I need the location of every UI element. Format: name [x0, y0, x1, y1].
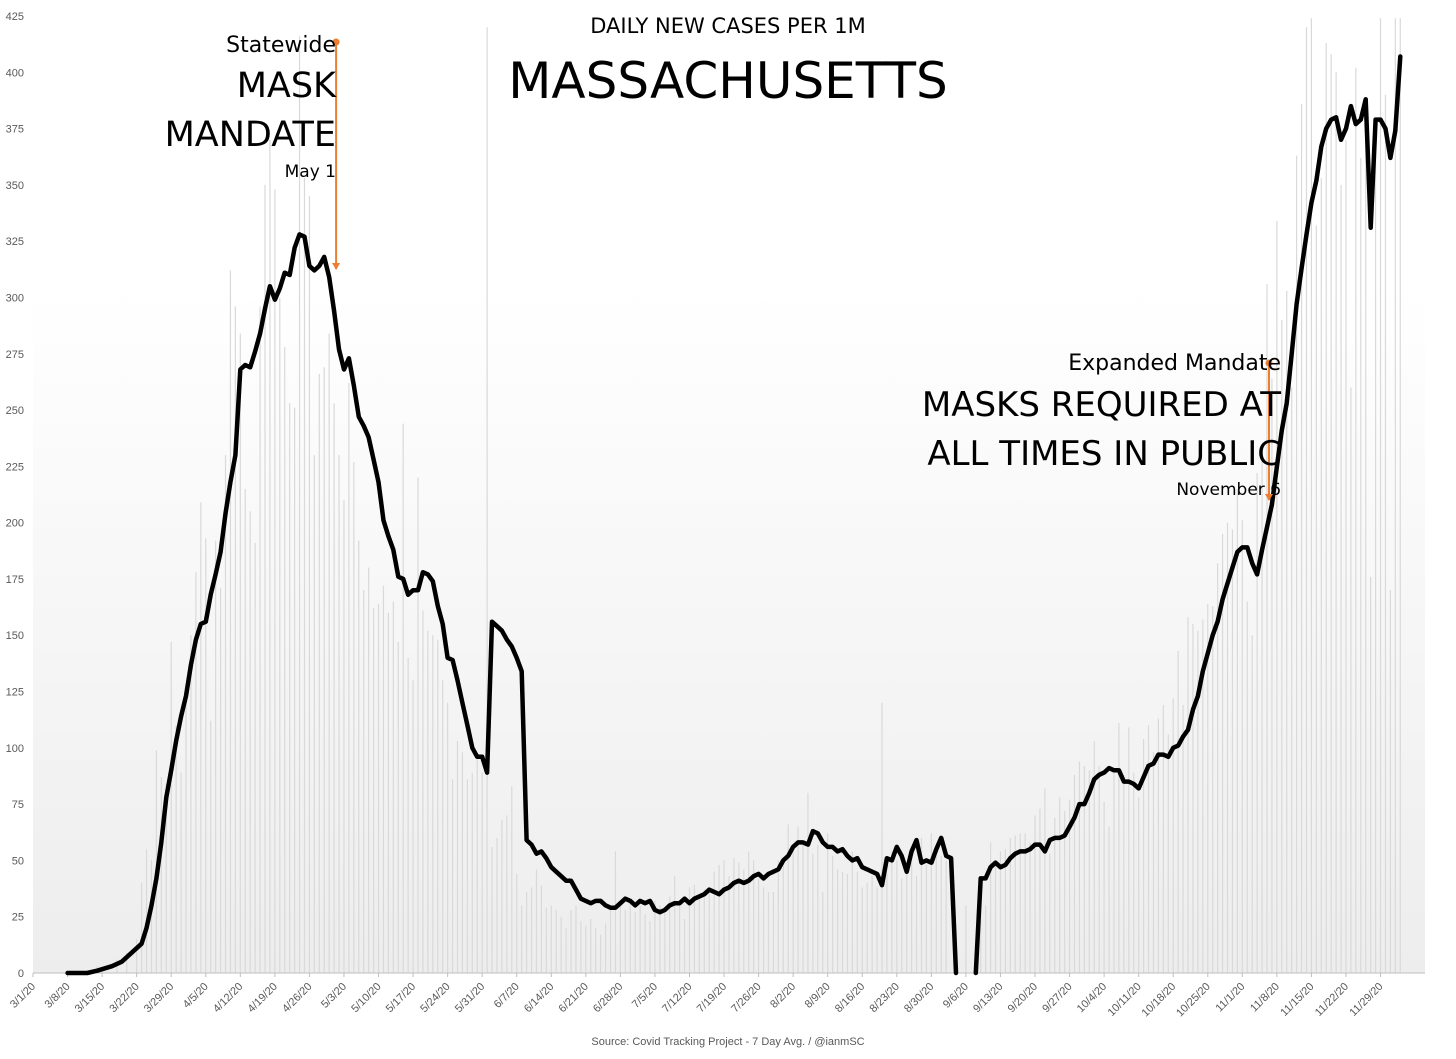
y-tick-label: 275: [6, 349, 24, 361]
chart-source: Source: Covid Tracking Project - 7 Day A…: [591, 1036, 865, 1048]
y-tick-label: 125: [6, 687, 24, 699]
y-tick-label: 325: [6, 236, 24, 248]
y-tick-label: 175: [6, 574, 24, 586]
y-tick-label: 200: [6, 518, 24, 530]
y-tick-label: 225: [6, 461, 24, 473]
y-tick-label: 75: [12, 799, 24, 811]
annotation-mask-line4: May 1: [284, 162, 336, 182]
annotation-arrows: [332, 38, 1273, 501]
annotation-mask-line1: Statewide: [226, 33, 336, 58]
series-line-segment: [65, 232, 959, 976]
annotation-expanded-line4: November 6: [1176, 480, 1281, 500]
y-tick-label: 425: [6, 11, 24, 23]
y-tick-label: 0: [18, 968, 24, 980]
y-tick-label: 375: [6, 124, 24, 136]
y-tick-label: 350: [6, 180, 24, 192]
y-tick-label: 25: [12, 912, 24, 924]
chart-title: MASSACHUSETTS: [508, 52, 948, 110]
avg-line: [65, 54, 1403, 976]
annotation-expanded-line1: Expanded Mandate: [1068, 351, 1281, 376]
y-tick-label: 250: [6, 405, 24, 417]
chart-subtitle: DAILY NEW CASES PER 1M: [590, 14, 866, 38]
y-tick-label: 150: [6, 630, 24, 642]
annotation-mask-line3: MANDATE: [164, 115, 336, 155]
y-tick-label: 50: [12, 855, 24, 867]
annotation-mask-line2: MASK: [236, 66, 336, 106]
y-axis: 0 25 50 75 100 125 150 175 200 225 250 275 300 325 350…: [6, 11, 24, 980]
y-tick-label: 400: [6, 67, 24, 79]
annotation-arrow-head: [1265, 494, 1273, 501]
annotation-arrow-head: [332, 263, 341, 270]
y-tick-label: 300: [6, 292, 24, 304]
series-line-segment: [973, 54, 1403, 976]
annotation-expanded-line3: ALL TIMES IN PUBLIC: [927, 434, 1281, 474]
y-tick-label: 100: [6, 743, 24, 755]
annotation-expanded-line2: MASKS REQUIRED AT: [921, 385, 1281, 425]
